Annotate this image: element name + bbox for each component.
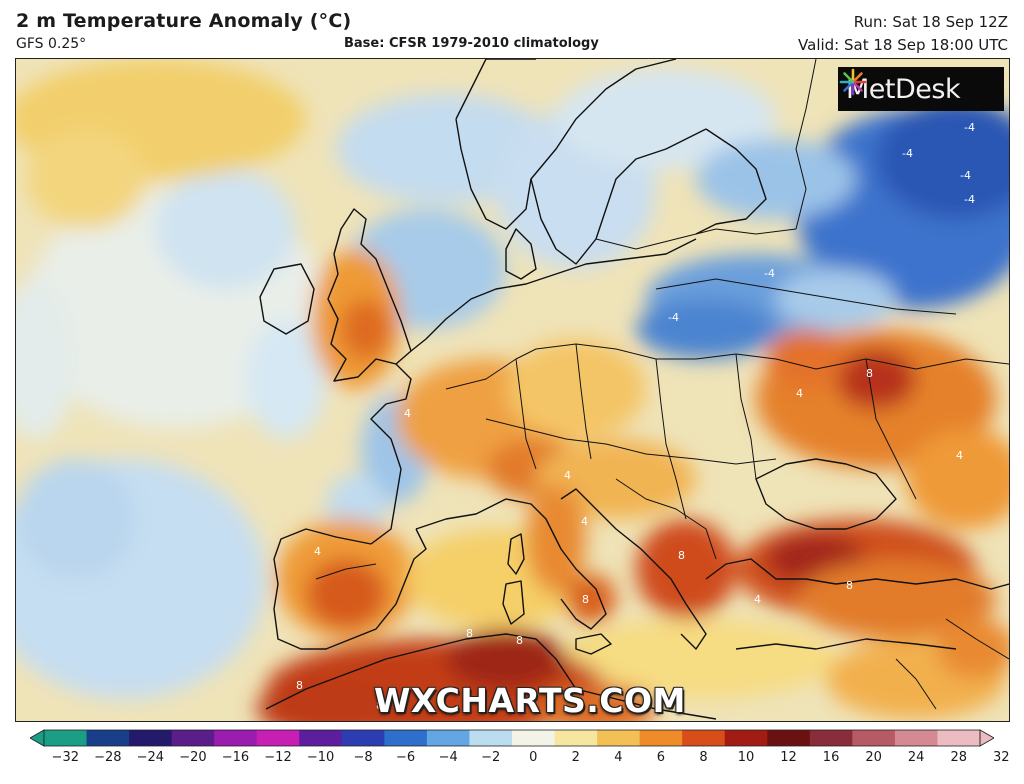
colorbar-segment <box>171 730 215 746</box>
metdesk-logo: MetDesk <box>838 67 1004 111</box>
contour-label: 8 <box>866 367 873 380</box>
anomaly-field <box>16 59 1009 721</box>
contour-label: 4 <box>564 469 571 482</box>
colorbar-tick-label: 12 <box>780 750 797 765</box>
colorbar-segment <box>682 730 726 746</box>
contour-label: 8 <box>582 593 589 606</box>
colorbar-segment <box>384 730 428 746</box>
colorbar-segment <box>809 730 853 746</box>
colorbar-segment <box>299 730 343 746</box>
contour-label: 4 <box>956 449 963 462</box>
colorbar-segment <box>256 730 300 746</box>
colorbar-graphic <box>29 729 995 747</box>
colorbar-tick-label: 10 <box>737 750 755 765</box>
colorbar-tick-label: 8 <box>699 750 708 765</box>
valid-time-label: Valid: Sat 18 Sep 18:00 UTC <box>798 36 1008 54</box>
colorbar-tick-label: 32 <box>992 750 1010 765</box>
run-time-label: Run: Sat 18 Sep 12Z <box>853 13 1008 31</box>
colorbar-segment <box>86 730 130 746</box>
colorbar-segment <box>937 730 981 746</box>
colorbar-segment <box>129 730 173 746</box>
colorbar <box>29 728 995 748</box>
colorbar-tick-label: −24 <box>136 750 165 765</box>
colorbar-tick-label: 6 <box>656 750 666 765</box>
colorbar-tick-label: 20 <box>865 750 882 765</box>
colorbar-tick-label: −16 <box>221 750 250 765</box>
contour-label: 4 <box>796 387 803 400</box>
colorbar-segment <box>597 730 641 746</box>
contour-label: 4 <box>404 407 411 420</box>
contour-label: -4 <box>964 193 975 206</box>
contour-label: -4 <box>960 169 971 182</box>
metdesk-flower-icon <box>839 68 867 96</box>
contour-label: 4 <box>754 593 761 606</box>
contour-label: 8 <box>296 679 303 692</box>
contour-label: 4 <box>314 545 321 558</box>
colorbar-segment <box>724 730 768 746</box>
colorbar-tick-label: 0 <box>529 750 538 765</box>
model-label: GFS 0.25° <box>16 36 87 52</box>
chart-title: 2 m Temperature Anomaly (°C) <box>16 10 352 32</box>
colorbar-tick-label: −10 <box>306 750 335 765</box>
contour-label: 8 <box>376 699 383 712</box>
colorbar-segment <box>341 730 385 746</box>
colorbar-max-arrow <box>979 729 995 747</box>
metdesk-logo-text: MetDesk <box>846 73 961 105</box>
colorbar-segment <box>894 730 939 746</box>
colorbar-tick-label: 24 <box>907 750 925 765</box>
colorbar-tick-label: 2 <box>571 750 580 765</box>
contour-label: 4 <box>581 515 588 528</box>
colorbar-tick-label: 16 <box>822 750 840 765</box>
colorbar-tick-label: 28 <box>950 750 967 765</box>
colorbar-tick-label: −2 <box>481 750 501 765</box>
colorbar-tick-label: −28 <box>94 750 122 765</box>
colorbar-tick-label: 4 <box>614 750 623 765</box>
colorbar-segment <box>767 730 811 746</box>
colorbar-segment <box>44 730 88 746</box>
colorbar-segment <box>852 730 896 746</box>
colorbar-tick-label: −8 <box>353 750 373 765</box>
colorbar-tick-labels: −32 −28 −24 −20 −16 −12 −10 −8 −6 −4 −2 0 2 4 6 8 10 12 16… <box>0 750 1024 772</box>
colorbar-segment <box>469 730 513 746</box>
colorbar-segment <box>214 730 258 746</box>
map-canvas: -4 -4 -4 -4 -4 -4 4 4 4 4 4 4 4 8 8 8 8 … <box>16 59 1009 721</box>
chart-header: 2 m Temperature Anomaly (°C) GFS 0.25° B… <box>0 0 1024 60</box>
colorbar-segment <box>426 730 471 746</box>
colorbar-tick-label: −20 <box>179 750 207 765</box>
colorbar-segment <box>512 730 556 746</box>
colorbar-tick-label: −6 <box>396 750 416 765</box>
contour-label: 8 <box>678 549 685 562</box>
colorbar-frame <box>43 729 981 747</box>
contour-label: -4 <box>764 267 775 280</box>
contour-label: -4 <box>964 121 975 134</box>
contour-label: 8 <box>466 627 473 640</box>
colorbar-tick-label: −32 <box>51 750 79 765</box>
contour-label: 8 <box>516 634 523 647</box>
contour-label: -4 <box>668 311 679 324</box>
colorbar-tick-label: −12 <box>264 750 292 765</box>
anomaly-map[interactable]: -4 -4 -4 -4 -4 -4 4 4 4 4 4 4 4 8 8 8 8 … <box>15 58 1010 722</box>
colorbar-tick-label: −4 <box>438 750 458 765</box>
contour-label: -4 <box>902 147 913 160</box>
contour-label: 8 <box>846 579 853 592</box>
colorbar-segment <box>639 730 683 746</box>
wxcharts-watermark: WXCHARTS.COM <box>374 681 686 720</box>
colorbar-min-arrow <box>29 729 45 747</box>
coastlines <box>259 59 1009 720</box>
colorbar-segment <box>554 730 598 746</box>
contour-labels: -4 -4 -4 -4 -4 -4 4 4 4 4 4 4 4 8 8 8 8 … <box>296 121 975 712</box>
climatology-base-label: Base: CFSR 1979-2010 climatology <box>344 36 599 51</box>
